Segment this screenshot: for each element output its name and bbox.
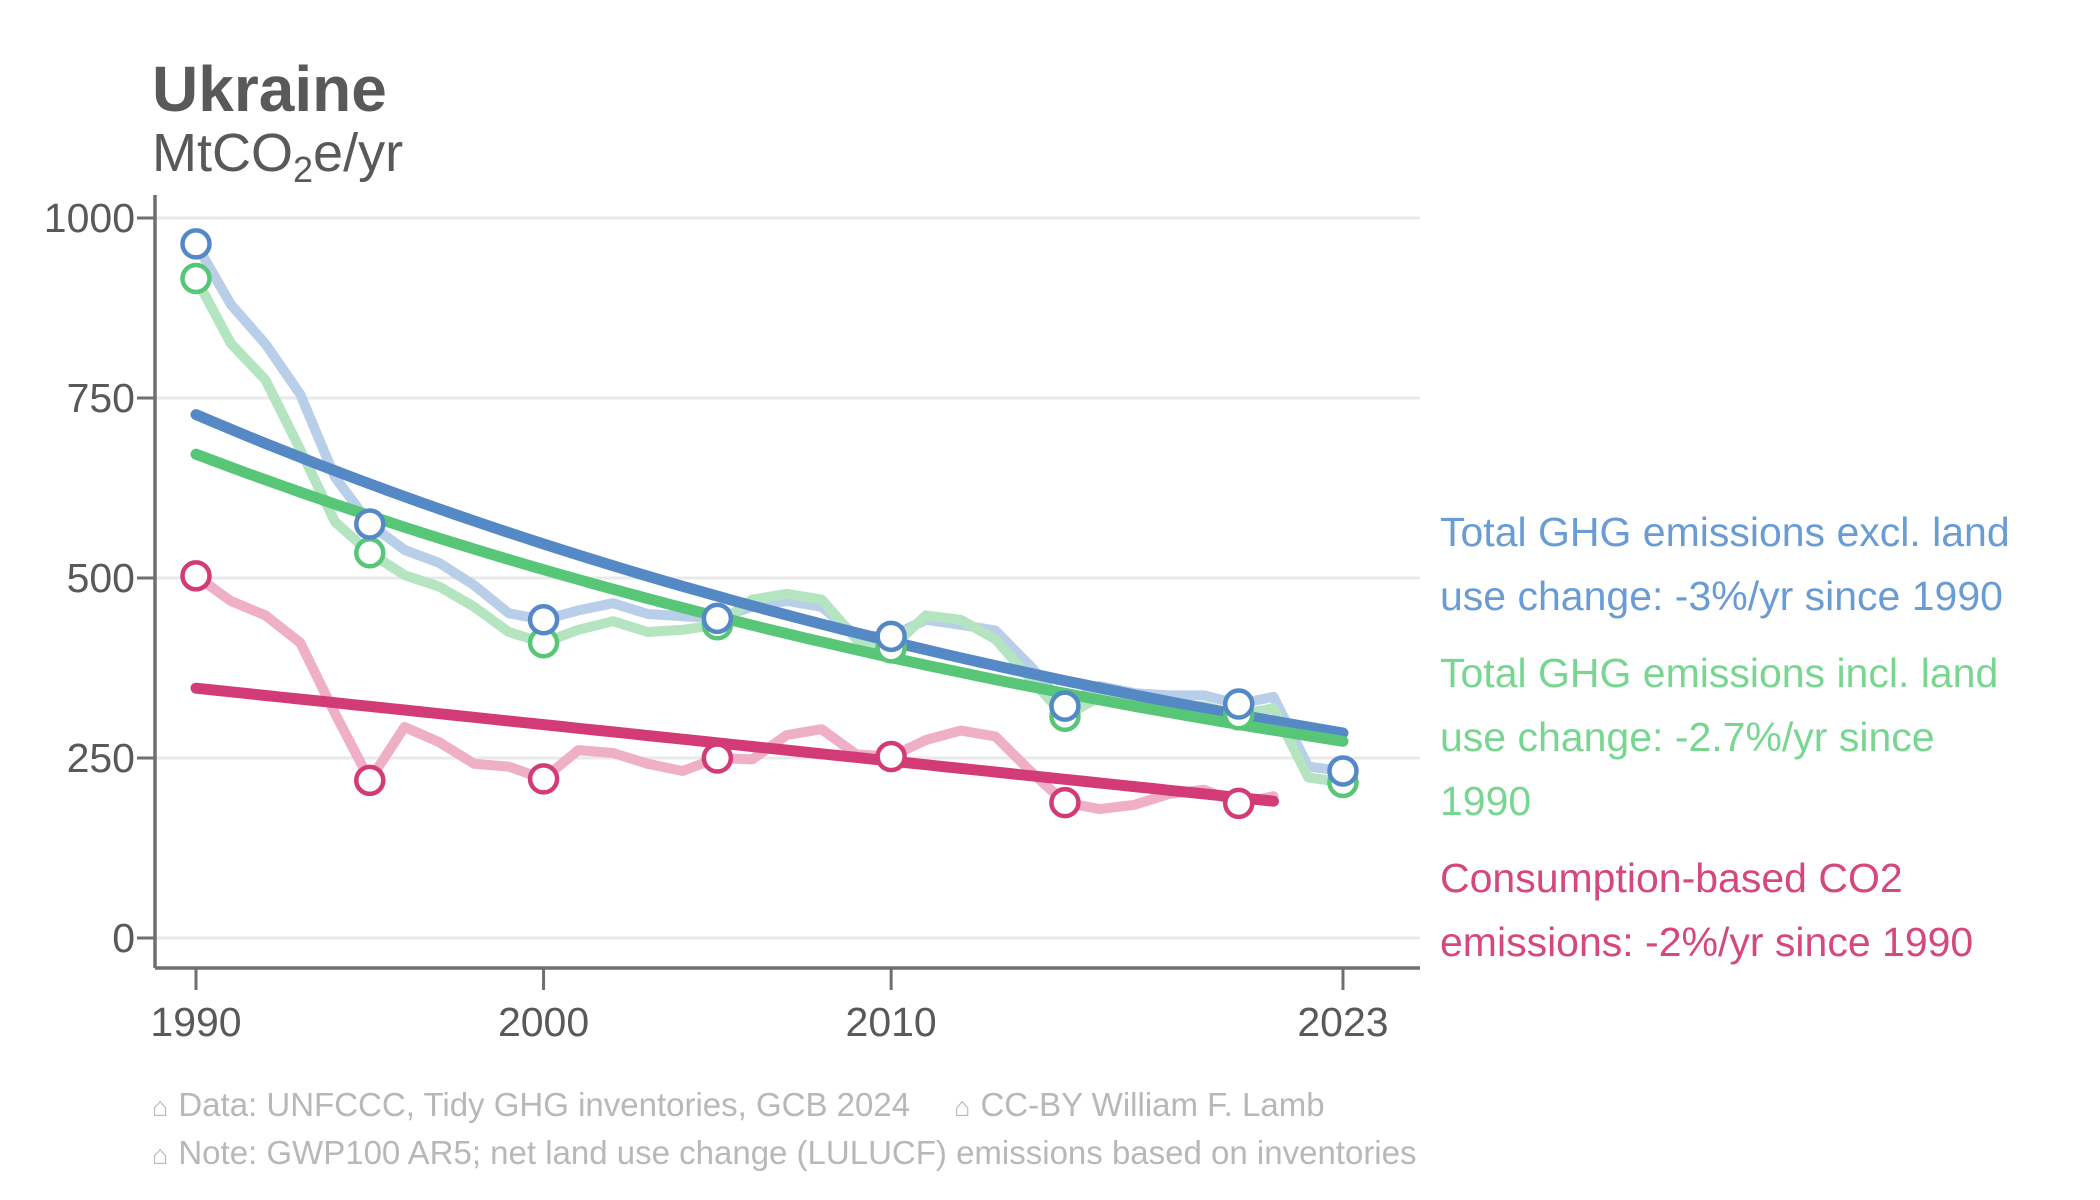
chart-unit-label: MtCO2e/yr [152, 122, 404, 190]
x-tick-label-2000: 2000 [497, 999, 590, 1045]
y-tick-label-750: 750 [66, 375, 135, 421]
footer-data-source-text: Data: UNFCCC, Tidy GHG inventories, GCB … [178, 1086, 911, 1123]
marker-total-ghg-emissions-excl-land-use-change-2020 [1222, 688, 1255, 720]
marker-total-ghg-emissions-excl-land-use-change-1995 [354, 508, 386, 540]
marker-consumption-based-co2-emissions-2010 [875, 740, 907, 773]
y-tick-label-0: 0 [112, 915, 135, 961]
axes [137, 195, 1420, 990]
unit-suffix: e/yr [313, 123, 404, 183]
marker-total-ghg-emissions-excl-land-use-change-2010 [875, 620, 907, 653]
marker-consumption-based-co2-emissions-2020 [1222, 787, 1255, 820]
chart-legend: Total GHG emissions excl. land use chang… [1440, 500, 2080, 987]
footer-note: ⌂ Note: GWP100 AR5; net land use change (… [152, 1130, 1417, 1178]
footer-license-text: CC-BY William F. Lamb [980, 1086, 1325, 1123]
marker-total-ghg-emissions-excl-land-use-change-1990 [180, 228, 212, 260]
trend-line-total-ghg-emissions-incl-land-use-change [190, 448, 1349, 747]
x-tick-label-2023: 2023 [1297, 999, 1389, 1045]
house-icon: ⌂ [152, 1140, 169, 1170]
marker-consumption-based-co2-emissions-1995 [354, 764, 386, 797]
marker-consumption-based-co2-emissions-2000 [527, 763, 560, 795]
chart-title: Ukraine [152, 53, 387, 125]
unit-subscript: 2 [293, 149, 314, 190]
chart-footer: ⌂ Data: UNFCCC, Tidy GHG inventories, GCB… [152, 1082, 1652, 1178]
gridlines [155, 216, 1420, 940]
footer-data-source: ⌂ Data: UNFCCC, Tidy GHG inventories, GCB… [152, 1082, 910, 1130]
y-tick-label-1000: 1000 [43, 195, 135, 241]
legend-entry-total-ghg-excl-luc: Total GHG emissions excl. land use chang… [1440, 509, 2010, 619]
footer-line-1: ⌂ Data: UNFCCC, Tidy GHG inventories, GCB… [152, 1082, 1652, 1130]
legend-entry-consumption-co2: Consumption-based CO2 emissions: -2%/yr … [1440, 855, 1974, 965]
footer-line-2: ⌂ Note: GWP100 AR5; net land use change (… [152, 1130, 1652, 1178]
unit-prefix: MtCO [152, 123, 293, 183]
marker-consumption-based-co2-emissions-1990 [180, 560, 212, 592]
data-point-markers [180, 228, 1359, 820]
marker-total-ghg-emissions-incl-land-use-change-1995 [354, 537, 386, 569]
x-tick-label-1990: 1990 [150, 999, 242, 1045]
legend-entry-total-ghg-incl-luc: Total GHG emissions incl. land use chang… [1440, 650, 1999, 824]
marker-total-ghg-emissions-excl-land-use-change-2005 [701, 602, 734, 635]
marker-total-ghg-emissions-excl-land-use-change-2000 [527, 604, 560, 636]
marker-total-ghg-emissions-excl-land-use-change-2023 [1327, 755, 1359, 787]
marker-total-ghg-emissions-excl-land-use-change-2015 [1049, 690, 1081, 722]
marker-total-ghg-emissions-incl-land-use-change-1990 [180, 262, 212, 295]
marker-consumption-based-co2-emissions-2005 [701, 742, 734, 774]
house-icon: ⌂ [152, 1092, 169, 1122]
y-tick-label-500: 500 [66, 555, 135, 601]
marker-consumption-based-co2-emissions-2015 [1049, 786, 1081, 819]
y-tick-label-250: 250 [66, 735, 135, 781]
footer-note-text: Note: GWP100 AR5; net land use change (L… [178, 1134, 1417, 1171]
annual-line-total-ghg-emissions-excl-land-use-change [191, 238, 1348, 776]
trend-line-total-ghg-emissions-excl-land-use-change [190, 409, 1349, 739]
x-tick-label-2010: 2010 [845, 999, 937, 1045]
footer-license: ⌂ CC-BY William F. Lamb [954, 1082, 1324, 1130]
house-icon: ⌂ [954, 1092, 971, 1122]
trend-line-consumption-based-co2-emissions [190, 682, 1279, 807]
